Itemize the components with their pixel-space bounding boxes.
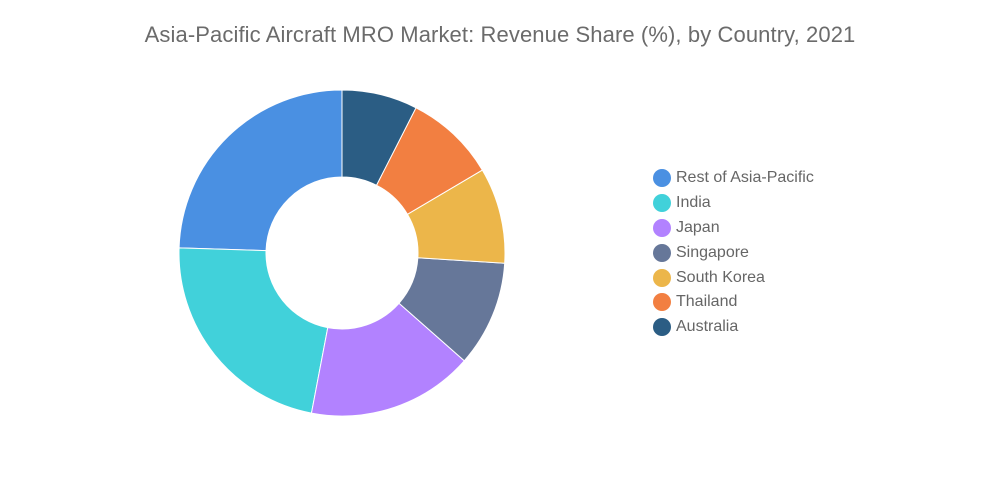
legend-item-india: India bbox=[653, 191, 973, 216]
legend-label: Japan bbox=[676, 218, 720, 236]
donut-slice-rest-of-asia-pacific bbox=[178, 89, 343, 252]
legend-label: Rest of Asia-Pacific bbox=[676, 169, 814, 187]
legend-item-south-korea: South Korea bbox=[653, 265, 973, 290]
legend-swatch bbox=[653, 169, 671, 188]
legend-swatch bbox=[653, 318, 671, 337]
legend-label: Singapore bbox=[676, 243, 749, 261]
legend-label: Thailand bbox=[676, 293, 738, 311]
legend-item-rest-of-asia-pacific: Rest of Asia-Pacific bbox=[653, 166, 973, 191]
legend-item-singapore: Singapore bbox=[653, 240, 973, 265]
donut-slice-japan bbox=[310, 302, 465, 417]
legend-swatch bbox=[653, 268, 671, 287]
legend-item-thailand: Thailand bbox=[653, 290, 973, 315]
legend-swatch bbox=[653, 194, 671, 213]
legend-swatch bbox=[653, 218, 671, 237]
legend-label: Australia bbox=[676, 318, 739, 336]
legend-label: India bbox=[676, 194, 711, 212]
legend-item-japan: Japan bbox=[653, 216, 973, 241]
legend-swatch bbox=[653, 293, 671, 312]
legend-label: South Korea bbox=[676, 268, 765, 286]
legend-item-australia: Australia bbox=[653, 315, 973, 340]
chart-title: Asia-Pacific Aircraft MRO Market: Revenu… bbox=[144, 22, 856, 47]
legend: Rest of Asia-Pacific India Japan Singapore S… bbox=[653, 166, 973, 340]
donut-slice-australia bbox=[341, 89, 417, 186]
donut-slice-india bbox=[178, 247, 329, 414]
legend-swatch bbox=[653, 243, 671, 262]
